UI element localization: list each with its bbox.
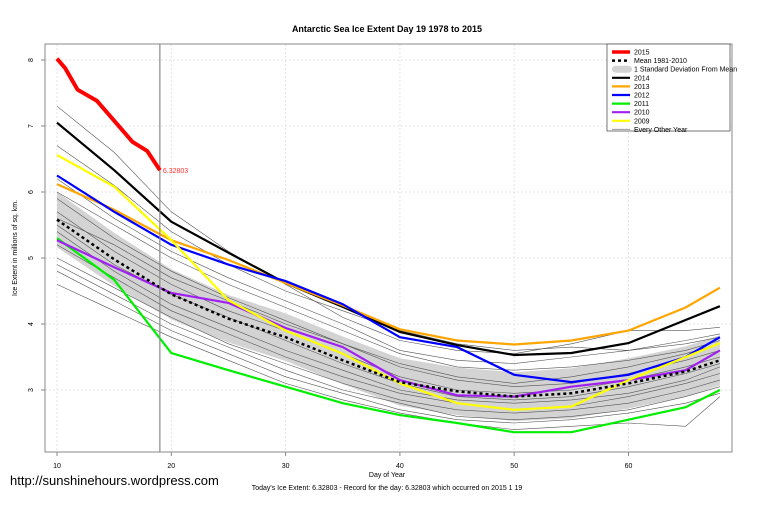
- x-tick-label: 50: [510, 463, 518, 470]
- other-year-line: [56, 270, 720, 424]
- watermark-url: http://sunshinehours.wordpress.com: [10, 473, 219, 488]
- series-line-2015: [55, 57, 162, 172]
- other-year-line: [56, 178, 720, 364]
- other-year-line: [56, 244, 720, 411]
- y-axis-label: Ice Extent in millions of sq. km.: [12, 200, 19, 296]
- y-tick-label: 7: [28, 124, 35, 128]
- series-line-2011: [56, 237, 721, 434]
- legend-label: Every Other Year: [634, 127, 688, 134]
- legend-swatch-band: [612, 65, 632, 73]
- legend-label: 2010: [634, 110, 650, 117]
- legend-label: 2014: [634, 75, 650, 82]
- other-year-line: [56, 198, 720, 388]
- other-year-line: [56, 257, 720, 414]
- series-line-2014: [56, 121, 721, 357]
- other-year-line: [56, 231, 721, 404]
- x-tick-label: 60: [625, 463, 633, 470]
- legend-label: Mean 1981-2010: [634, 58, 687, 65]
- legend-box: [606, 43, 731, 132]
- y-tick-label: 5: [28, 256, 35, 260]
- series-2015: [55, 57, 162, 172]
- plot-frame: [44, 43, 733, 453]
- std-band-area: [57, 192, 720, 421]
- x-tick-label: 40: [396, 463, 404, 470]
- series-line-2012: [56, 174, 721, 384]
- other-year-line: [56, 191, 720, 371]
- other-year-line: [56, 264, 720, 421]
- y-tick-label: 8: [28, 58, 35, 62]
- legend-label: 1 Standard Deviation From Mean: [634, 67, 737, 74]
- chart-title: Antarctic Sea Ice Extent Day 19 1978 to …: [292, 24, 482, 34]
- legend-label: 2012: [634, 93, 650, 100]
- other-year-line: [56, 218, 720, 384]
- y-tick-label: 4: [28, 322, 35, 326]
- x-axis-label: Day of Year: [369, 472, 406, 479]
- y-axis: 3 4 5 6 7 8: [28, 58, 45, 392]
- other-year-line: [56, 145, 720, 351]
- subtitle: Today's Ice Extent: 6.32803 - Record for…: [252, 485, 523, 492]
- x-tick-label: 30: [282, 463, 290, 470]
- mean-line: [56, 218, 721, 398]
- legend-label: 2015: [634, 50, 650, 57]
- x-axis: 10 20 30 40 50 60: [53, 452, 632, 470]
- legend-label: 2011: [634, 101, 649, 108]
- x-tick-label: 20: [167, 463, 175, 470]
- y-tick-label: 6: [28, 190, 35, 194]
- other-year-line: [56, 284, 721, 430]
- current-value-label: 6.32803: [163, 168, 188, 175]
- series-line-2009: [56, 154, 721, 411]
- std-band: [57, 192, 720, 421]
- legend-label: 2013: [634, 84, 650, 91]
- y-tick-label: 3: [28, 388, 35, 392]
- legend-label: 2009: [634, 118, 650, 125]
- highlight-lines: [56, 121, 721, 434]
- x-tick-label: 10: [53, 463, 61, 470]
